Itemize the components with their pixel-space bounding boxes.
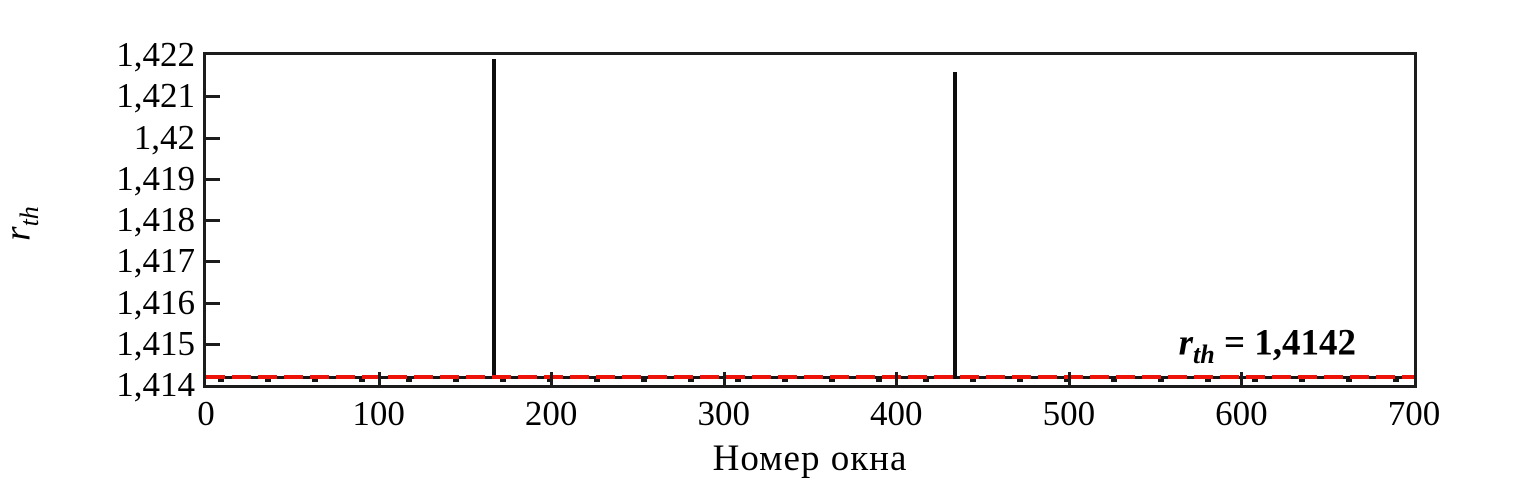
- x-tick-label: 500: [1042, 394, 1096, 433]
- x-tick-mark: [1240, 372, 1244, 385]
- x-tick-mark: [377, 372, 381, 385]
- series-noise-dot: [641, 378, 647, 382]
- annotation-var: r: [1178, 322, 1193, 363]
- series-noise-dot: [923, 378, 929, 382]
- y-tick-label: 1,421: [116, 76, 195, 116]
- series-noise-dot: [218, 378, 224, 382]
- x-tick-mark: [1067, 372, 1071, 385]
- series-noise-dot: [406, 378, 412, 382]
- series-noise-dot: [829, 378, 835, 382]
- series-noise-dot: [594, 378, 600, 382]
- series-spike: [952, 71, 957, 379]
- y-tick-label: 1,414: [116, 365, 195, 404]
- series-noise-dot: [1299, 378, 1305, 382]
- series-noise-dot: [876, 378, 882, 382]
- series-noise-dot: [500, 378, 506, 382]
- y-tick-label: 1,42: [133, 117, 195, 157]
- annotation-sub: th: [1193, 339, 1215, 369]
- x-tick-label: 300: [697, 394, 750, 433]
- series-noise-dot: [782, 378, 788, 382]
- y-tick-mark: [206, 301, 220, 305]
- series-noise-dot: [970, 378, 976, 382]
- x-tick-mark: [895, 372, 899, 385]
- x-tick-label: 100: [352, 394, 405, 433]
- x-tick-mark: [722, 372, 726, 385]
- series-noise-dot: [265, 378, 271, 382]
- series-noise-dot: [547, 378, 553, 382]
- plot-area: [203, 52, 1417, 388]
- x-tick-label: 0: [197, 394, 215, 433]
- series-noise-dot: [1064, 378, 1070, 382]
- series-noise-dot: [735, 378, 741, 382]
- y-tick-mark: [206, 260, 220, 264]
- series-spike: [492, 59, 497, 379]
- x-tick-mark: [550, 372, 554, 385]
- series-noise-dot: [1158, 378, 1164, 382]
- series-noise-dot: [1252, 378, 1258, 382]
- threshold-line: [206, 374, 1414, 379]
- series-noise-dot: [1393, 378, 1399, 382]
- series-noise-dot: [1017, 378, 1023, 382]
- series-noise-dot: [688, 378, 694, 382]
- y-tick-mark: [206, 95, 220, 99]
- x-tick-label: 600: [1215, 394, 1268, 433]
- y-tick-mark: [206, 342, 220, 346]
- series-noise-dot: [312, 378, 318, 382]
- x-tick-label: 700: [1387, 394, 1441, 433]
- y-tick-mark: [206, 219, 220, 222]
- y-tick-label: 1,419: [116, 158, 195, 198]
- x-tick-label: 200: [524, 394, 578, 433]
- y-tick-label: 1,417: [116, 241, 195, 281]
- series-noise-dot: [359, 378, 365, 382]
- x-tick-label: 400: [870, 394, 923, 433]
- y-tick-mark: [206, 136, 220, 140]
- y-tick-label: 1,418: [116, 200, 195, 239]
- y-tick-label: 1,422: [116, 35, 195, 74]
- y-tick-mark: [206, 177, 220, 181]
- threshold-annotation: rth = 1,4142: [1178, 321, 1357, 367]
- series-noise-dot: [1111, 378, 1117, 382]
- x-axis-title: Номер окна: [712, 438, 908, 479]
- y-tick-label: 1,415: [116, 323, 195, 363]
- series-noise-dot: [453, 378, 459, 382]
- series-noise-dot: [1205, 378, 1211, 382]
- series-noise-dot: [1346, 378, 1352, 382]
- y-tick-label: 1,416: [116, 282, 195, 322]
- annotation-value: = 1,4142: [1214, 322, 1357, 363]
